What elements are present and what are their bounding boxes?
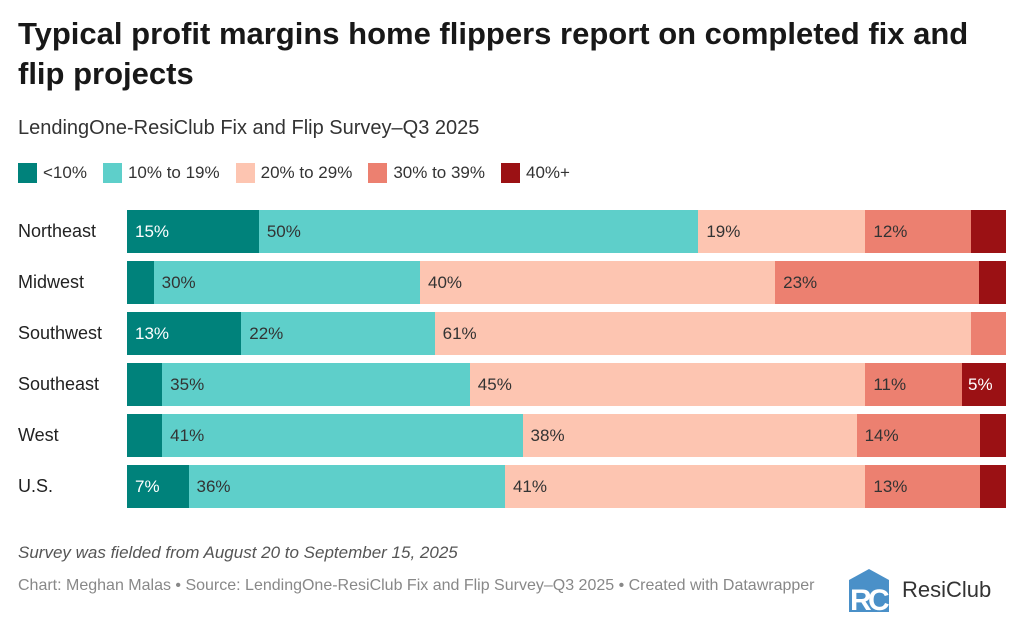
category-label: Southwest: [18, 323, 103, 343]
bar-segment: 61%: [434, 312, 971, 355]
bar-segment: 11%: [865, 363, 963, 406]
category-label: Northeast: [18, 221, 97, 241]
bar-segment: [127, 363, 163, 406]
data-label: 50%: [266, 222, 301, 241]
bar-segment: 23%: [775, 261, 980, 304]
bar-segment: 22%: [241, 312, 435, 355]
category-label: U.S.: [18, 476, 54, 496]
data-label: 23%: [783, 273, 818, 292]
data-label: 13%: [873, 477, 908, 496]
bar-segment: [979, 465, 1006, 508]
resiclub-logo-icon: R C: [849, 569, 890, 612]
data-label: 13%: [135, 324, 170, 343]
resiclub-logo: R C ResiClub: [846, 568, 991, 612]
data-label: 35%: [170, 375, 205, 394]
svg-text:C: C: [868, 584, 890, 612]
category-label: Southeast: [18, 374, 100, 394]
data-label: 7%: [135, 477, 160, 496]
chart-subtitle: LendingOne-ResiClub Fix and Flip Survey–…: [18, 117, 480, 139]
data-label: 61%: [442, 324, 477, 343]
legend-swatch: [501, 163, 521, 183]
data-label: 5%: [968, 375, 993, 394]
bar-segment: 41%: [504, 465, 866, 508]
legend-label: <10%: [43, 163, 87, 182]
bar-segment: 14%: [856, 414, 980, 457]
legend-label: 20% to 29%: [260, 163, 353, 182]
bar-segment: 50%: [258, 210, 699, 253]
data-label: 45%: [477, 375, 512, 394]
legend-swatch: [368, 163, 388, 183]
legend-item: 30% to 39%: [368, 163, 485, 183]
bar-segment: [970, 210, 1006, 253]
data-label: 41%: [512, 477, 547, 496]
bar-segment: 35%: [162, 363, 470, 406]
category-label: West: [18, 425, 59, 445]
bar-segment: 5%: [962, 363, 1006, 406]
chart-title: Typical profit margins home flippers rep…: [18, 16, 969, 91]
bar-segment: [970, 312, 1006, 355]
data-label: 12%: [873, 222, 908, 241]
data-label: 15%: [135, 222, 170, 241]
data-label: 30%: [161, 273, 196, 292]
data-label: 41%: [170, 426, 205, 445]
legend-item: <10%: [18, 163, 87, 183]
data-label: 22%: [249, 324, 284, 343]
bar-segment: [127, 414, 163, 457]
bar-segment: 12%: [865, 210, 971, 253]
data-label: 14%: [864, 426, 899, 445]
data-label: 40%: [428, 273, 463, 292]
data-label: 36%: [196, 477, 231, 496]
bar-segment: 40%: [420, 261, 776, 304]
legend-label: 10% to 19%: [127, 163, 220, 182]
legend-swatch: [18, 163, 37, 183]
data-label: 19%: [706, 222, 741, 241]
bar-segment: 36%: [188, 465, 505, 508]
legend-swatch: [235, 163, 255, 183]
legend-swatch: [102, 163, 122, 183]
bar-segment: 45%: [469, 363, 866, 406]
bar-segment: 15%: [127, 210, 259, 253]
legend-label: 40%+: [526, 163, 570, 182]
survey-note: Survey was fielded from August 20 to Sep…: [18, 543, 458, 562]
bar-segment: 13%: [127, 312, 242, 355]
bar-segment: 13%: [865, 465, 980, 508]
bar-segment: 30%: [153, 261, 420, 304]
bar-segment: 19%: [698, 210, 866, 253]
bar-segment: [127, 261, 154, 304]
legend-item: 20% to 29%: [235, 163, 353, 183]
category-label: Midwest: [18, 272, 85, 292]
bar-segment: 41%: [162, 414, 523, 457]
logo-text: ResiClub: [902, 577, 992, 602]
bar-segment: 7%: [127, 465, 189, 508]
data-label: 11%: [873, 375, 907, 394]
bar-segment: 38%: [522, 414, 857, 457]
svg-text:R: R: [850, 584, 872, 612]
bar-segment: [979, 414, 1006, 457]
bar-segment: [979, 261, 1006, 304]
data-label: 38%: [530, 426, 565, 445]
legend-item: 40%+: [501, 163, 570, 183]
legend: <10% 10% to 19% 20% to 29% 30% to 39% 40%+: [18, 163, 586, 183]
legend-item: 10% to 19%: [102, 163, 220, 183]
legend-label: 30% to 39%: [393, 163, 486, 182]
credit-line: Chart: Meghan Malas • Source: LendingOne…: [18, 577, 815, 594]
